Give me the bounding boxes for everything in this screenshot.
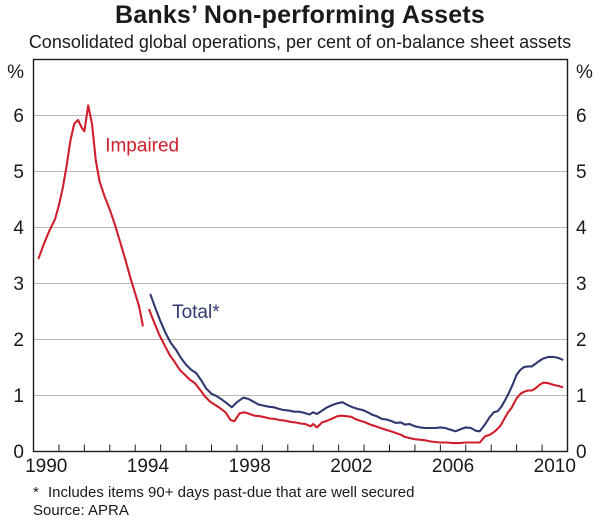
series-line-impaired: [37, 104, 144, 327]
chart-subtitle: Consolidated global operations, per cent…: [28, 32, 572, 52]
y-tick-label-left: 0: [13, 442, 24, 463]
y-tick-label-right: 3: [576, 274, 587, 295]
y-tick-label-right: 1: [576, 386, 587, 407]
plot-border: [32, 58, 569, 453]
x-tick-label: 2010: [534, 456, 576, 477]
series-label-impaired: Impaired: [105, 135, 179, 156]
y-tick-label-right: 5: [576, 162, 587, 183]
footnote-marker: *: [33, 484, 39, 501]
series-label-total: Total*: [172, 302, 220, 323]
y-tick-label-left: 6: [13, 106, 24, 127]
y-tick-label-right: 6: [576, 106, 587, 127]
x-tick-label: 1990: [25, 456, 67, 477]
y-tick-label-left: 4: [13, 218, 24, 239]
y-tick-label-left: 3: [13, 274, 24, 295]
unit-label-right: %: [576, 62, 593, 83]
chart-title: Banks’ Non-performing Assets: [114, 1, 486, 29]
y-tick-label-left: 5: [13, 162, 24, 183]
chart-source: Source: APRA: [33, 502, 129, 519]
y-tick-label-right: 2: [576, 330, 587, 351]
chart-footnote: * Includes items 90+ days past-due that a…: [33, 484, 414, 501]
y-tick-label-right: 0: [576, 442, 587, 463]
y-tick-label-right: 4: [576, 218, 587, 239]
unit-label-left: %: [7, 62, 24, 83]
x-tick-label: 2006: [432, 456, 474, 477]
series-line-total: [149, 293, 564, 433]
x-tick-label: 1998: [229, 456, 271, 477]
x-tick-label: 2002: [330, 456, 372, 477]
y-tick-label-left: 2: [13, 330, 24, 351]
footnote-text: Includes items 90+ days past-due that ar…: [48, 484, 415, 501]
x-tick-label: 1994: [127, 456, 170, 477]
y-tick-label-left: 1: [13, 386, 24, 407]
series-line-impaired: [148, 308, 564, 445]
